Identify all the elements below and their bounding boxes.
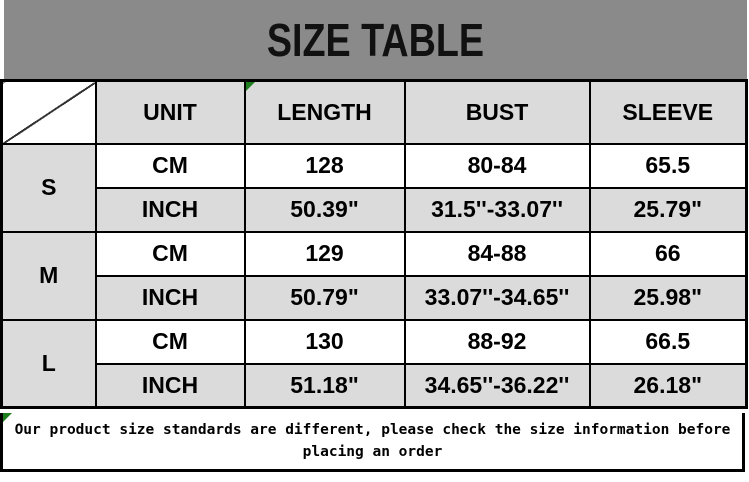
column-header-bust: BUST: [403, 79, 591, 145]
cell-l-cm-unit: CM: [94, 318, 246, 365]
table-row-s-inch: INCH 50.39" 31.5''-33.07'' 25.79": [2, 186, 748, 233]
table-row-l-inch: INCH 51.18" 34.65''-36.22'' 26.18": [2, 362, 748, 409]
cell-s-cm-sleeve: 65.5: [588, 142, 748, 189]
size-label-l: L: [0, 318, 97, 409]
cell-s-cm-unit: CM: [94, 142, 246, 189]
cell-l-inch-length: 51.18": [243, 362, 406, 409]
cell-l-cm-bust: 88-92: [403, 318, 591, 365]
cell-m-cm-sleeve: 66: [588, 230, 748, 277]
green-indicator-icon: [246, 82, 254, 90]
cell-l-cm-sleeve: 66.5: [588, 318, 748, 365]
size-label-s: S: [0, 142, 97, 233]
column-header-unit: UNIT: [94, 79, 246, 145]
cell-s-cm-length: 128: [243, 142, 406, 189]
table-row-m-cm: M CM 129 84-88 66: [0, 230, 748, 321]
cell-l-inch-sleeve: 26.18": [588, 362, 748, 409]
cell-m-inch-unit: INCH: [94, 274, 246, 321]
column-header-length: LENGTH: [243, 79, 406, 145]
cell-l-cm-length: 130: [243, 318, 406, 365]
footer-note-line-1: Our product size standards are different…: [14, 422, 731, 438]
cell-l-inch-unit: INCH: [94, 362, 246, 409]
header-row: UNIT LENGTH BUST SLEEVE: [0, 79, 748, 145]
page-title: SIZE TABLE: [266, 13, 485, 66]
table-row-s-cm: S CM 128 80-84 65.5: [0, 142, 748, 233]
size-label-m: M: [0, 230, 97, 321]
cell-m-cm-bust: 84-88: [403, 230, 591, 277]
column-header-sleeve: SLEEVE: [588, 79, 748, 145]
cell-s-inch-unit: INCH: [94, 186, 246, 233]
size-table: UNIT LENGTH BUST SLEEVE S CM 128 80-84 6…: [0, 79, 748, 409]
cell-m-cm-unit: CM: [94, 230, 246, 277]
cell-m-cm-length: 129: [243, 230, 406, 277]
cell-m-inch-sleeve: 25.98": [588, 274, 748, 321]
table-row-m-inch: INCH 50.79" 33.07''-34.65'' 25.98": [2, 274, 748, 321]
table-row-l-cm: L CM 130 88-92 66.5: [0, 318, 748, 409]
cell-l-inch-bust: 34.65''-36.22'': [403, 362, 591, 409]
cell-s-inch-sleeve: 25.79": [588, 186, 748, 233]
diagonal-corner-cell: [0, 79, 97, 145]
cell-s-inch-length: 50.39": [243, 186, 406, 233]
green-indicator-icon: [3, 413, 12, 422]
cell-s-inch-bust: 31.5''-33.07'': [403, 186, 591, 233]
footer-note: Our product size standards are different…: [0, 413, 745, 472]
cell-m-inch-bust: 33.07''-34.65'': [403, 274, 591, 321]
cell-s-cm-bust: 80-84: [403, 142, 591, 189]
title-banner: SIZE TABLE: [4, 0, 747, 79]
footer-note-line-2: placing an order: [302, 444, 443, 460]
cell-m-inch-length: 50.79": [243, 274, 406, 321]
